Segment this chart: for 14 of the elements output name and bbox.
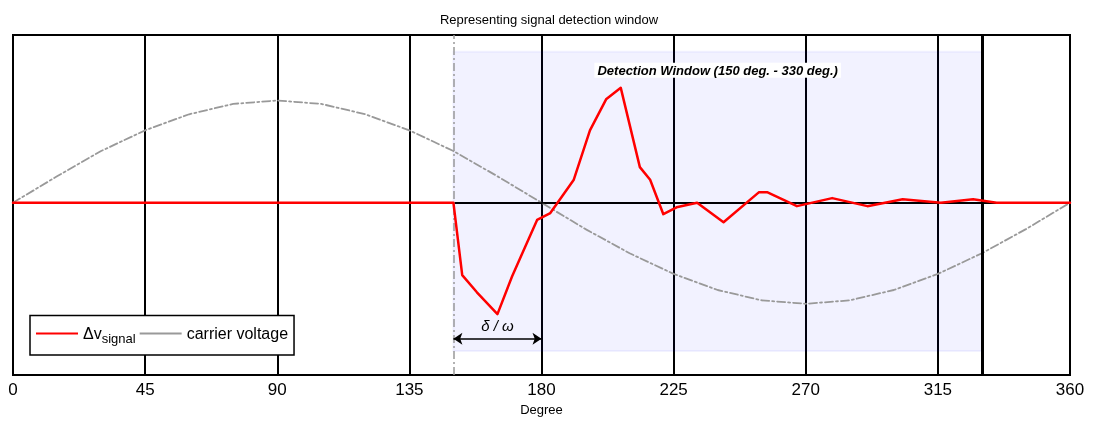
x-tick-label: 180 xyxy=(527,380,556,399)
x-tick-label: 225 xyxy=(659,380,688,399)
x-axis-title: Degree xyxy=(520,401,563,417)
chart-title: Representing signal detection window xyxy=(439,12,659,27)
text: δ / ω xyxy=(481,316,515,334)
x-tick-label: 45 xyxy=(135,380,155,399)
x-tick-label: 360 xyxy=(1055,380,1085,399)
x-tick-label: 315 xyxy=(923,380,953,399)
x-tick-label: 270 xyxy=(791,380,820,399)
x-tick-label: 90 xyxy=(267,380,287,399)
band-label: Detection Window (150 deg. - 330 deg.) xyxy=(597,62,838,78)
legend-label: carrier voltage xyxy=(186,325,289,342)
x-tick-label: 0 xyxy=(8,380,18,399)
x-tick-label: 135 xyxy=(395,380,424,399)
